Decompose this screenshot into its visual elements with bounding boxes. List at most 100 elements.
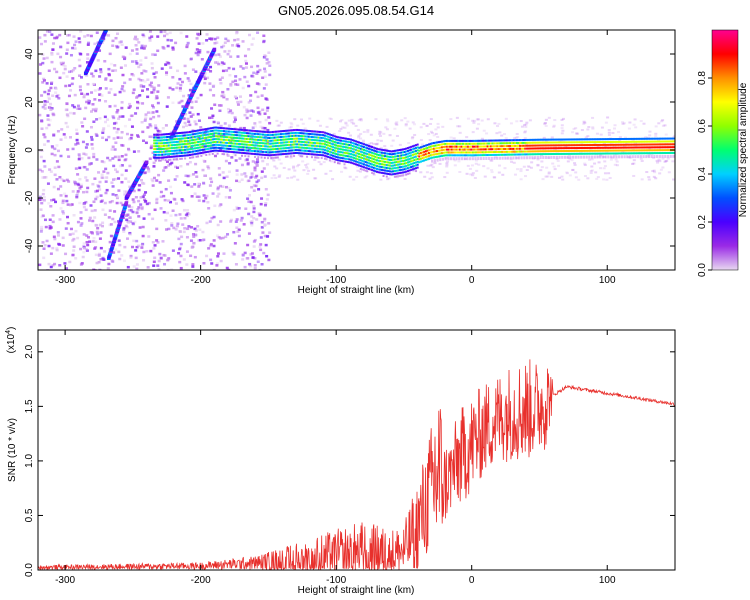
ridge-cell bbox=[192, 133, 195, 136]
ridge-cell bbox=[405, 173, 408, 176]
ridge-cell bbox=[172, 149, 175, 152]
noise-cell bbox=[217, 62, 221, 66]
ridge-cell bbox=[639, 149, 642, 152]
ridge-cell bbox=[491, 139, 494, 142]
noise-cell bbox=[179, 83, 183, 87]
ridge-cell bbox=[312, 133, 315, 136]
ridge-cell bbox=[489, 145, 492, 148]
noise-cell bbox=[261, 108, 265, 112]
noise-cell bbox=[361, 139, 365, 142]
ridge-cell bbox=[511, 150, 514, 153]
noise-cell bbox=[192, 241, 196, 245]
noise-cell bbox=[404, 123, 408, 126]
noise-cell bbox=[252, 210, 256, 214]
noise-cell bbox=[216, 223, 220, 227]
noise-cell bbox=[187, 213, 191, 216]
ridge-cell bbox=[411, 151, 414, 154]
ridge-cell bbox=[323, 146, 326, 149]
ridge-cell bbox=[188, 156, 191, 159]
noise-cell bbox=[223, 41, 227, 45]
noise-cell bbox=[143, 171, 147, 174]
ridge-cell bbox=[423, 147, 426, 150]
ridge-cell bbox=[346, 155, 349, 158]
ridge-cell bbox=[231, 139, 234, 142]
ridge-cell bbox=[323, 157, 326, 160]
noise-cell bbox=[330, 160, 334, 163]
noise-cell bbox=[265, 62, 269, 65]
ridge-cell bbox=[621, 146, 624, 149]
ridge-cell bbox=[488, 142, 491, 145]
noise-cell bbox=[67, 70, 71, 74]
noise-cell bbox=[128, 216, 132, 219]
ridge-cell bbox=[193, 138, 196, 141]
noise-cell bbox=[610, 156, 614, 159]
ridge-cell bbox=[283, 135, 286, 138]
ridge-cell bbox=[180, 157, 183, 160]
ridge-cell bbox=[301, 143, 304, 146]
ridge-cell bbox=[188, 148, 191, 151]
noise-cell bbox=[127, 204, 131, 207]
noise-cell bbox=[508, 146, 512, 149]
noise-cell bbox=[115, 170, 119, 174]
noise-cell bbox=[193, 227, 197, 231]
noise-cell bbox=[159, 207, 163, 210]
ridge-cell bbox=[514, 147, 517, 150]
ridge-cell bbox=[501, 145, 504, 148]
ridge-cell bbox=[389, 156, 392, 158]
noise-cell bbox=[333, 142, 337, 145]
noise-cell bbox=[198, 49, 202, 52]
noise-cell bbox=[403, 117, 407, 120]
ridge-cell bbox=[184, 131, 187, 134]
ridge-cell bbox=[223, 153, 226, 156]
ridge-cell bbox=[195, 152, 198, 155]
noise-cell bbox=[38, 113, 42, 117]
ridge-cell bbox=[522, 150, 525, 153]
noise-cell bbox=[109, 79, 113, 82]
noise-cell bbox=[157, 259, 161, 263]
noise-cell bbox=[73, 66, 77, 70]
ridge-cell bbox=[431, 150, 434, 153]
ridge-cell bbox=[445, 148, 448, 151]
ridge-cell bbox=[670, 143, 673, 146]
noise-cell bbox=[471, 119, 475, 122]
noise-cell bbox=[110, 199, 114, 203]
noise-cell bbox=[156, 264, 160, 267]
ridge-cell bbox=[255, 150, 258, 153]
noise-cell bbox=[186, 77, 190, 80]
noise-cell bbox=[112, 137, 116, 140]
ridge-cell bbox=[332, 140, 335, 143]
ridge-cell bbox=[618, 146, 621, 149]
noise-cell bbox=[229, 220, 233, 223]
ridge-cell bbox=[602, 143, 605, 146]
ridge-cell bbox=[310, 147, 313, 150]
ridge-cell bbox=[489, 139, 492, 142]
noise-cell bbox=[224, 235, 228, 239]
noise-cell bbox=[366, 129, 370, 132]
ridge-cell bbox=[553, 152, 556, 155]
ridge-cell bbox=[385, 158, 388, 161]
noise-cell bbox=[141, 130, 145, 134]
noise-cell bbox=[178, 77, 182, 81]
ridge-cell bbox=[195, 149, 198, 152]
ridge-cell bbox=[307, 141, 310, 144]
ridge-cell bbox=[315, 153, 318, 156]
ridge-cell bbox=[603, 149, 606, 152]
noise-cell bbox=[331, 178, 335, 181]
noise-cell bbox=[210, 37, 214, 40]
noise-cell bbox=[505, 157, 509, 160]
noise-cell bbox=[350, 121, 354, 124]
noise-cell bbox=[211, 85, 215, 88]
noise-cell bbox=[231, 80, 235, 84]
ridge-cell bbox=[180, 151, 183, 154]
noise-cell bbox=[263, 112, 267, 115]
ridge-cell bbox=[273, 156, 276, 159]
ridge-cell bbox=[421, 151, 424, 154]
ridge-cell bbox=[389, 167, 392, 170]
ridge-cell bbox=[153, 133, 156, 136]
ridge-cell bbox=[619, 146, 622, 149]
ridge-cell bbox=[392, 153, 395, 156]
noise-cell bbox=[66, 41, 70, 45]
noise-cell bbox=[161, 127, 165, 130]
noise-cell bbox=[666, 157, 670, 160]
noise-cell bbox=[76, 182, 80, 186]
